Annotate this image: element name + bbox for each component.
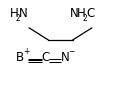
Text: N: N <box>19 7 28 20</box>
Text: 2: 2 <box>83 14 87 23</box>
Text: H: H <box>77 7 86 20</box>
Text: +: + <box>24 47 30 56</box>
Text: H: H <box>10 7 18 20</box>
Text: −: − <box>68 47 75 56</box>
Text: 2: 2 <box>16 14 20 23</box>
Text: N: N <box>61 51 70 64</box>
Text: B: B <box>16 51 24 64</box>
Text: C: C <box>86 7 94 20</box>
Text: N: N <box>70 7 79 20</box>
Text: C: C <box>42 51 50 64</box>
